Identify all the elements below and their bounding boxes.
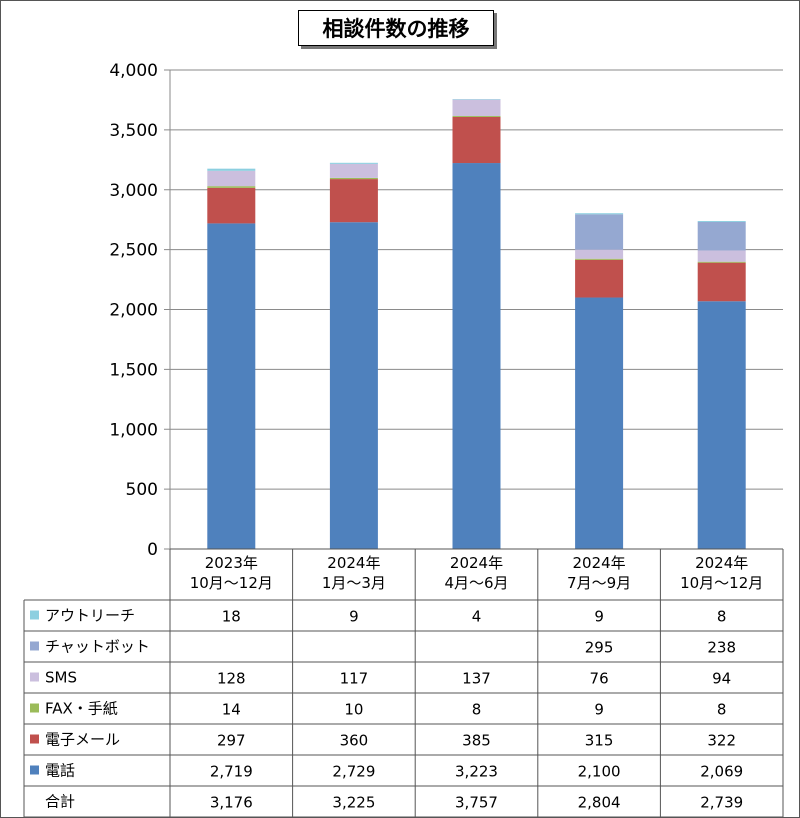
legend-label: FAX・手紙 — [45, 700, 118, 718]
data-label: 117 — [340, 670, 369, 688]
data-label: 94 — [712, 670, 731, 688]
y-tick-label: 3,000 — [109, 181, 158, 201]
y-tick-label: 500 — [126, 480, 158, 500]
x-category-label: 2024年 — [450, 554, 503, 572]
y-tick-label: 3,500 — [109, 121, 158, 141]
bar-segment — [329, 179, 378, 223]
bar-segment — [452, 99, 501, 116]
legend-swatch — [30, 610, 39, 620]
data-label: 128 — [217, 670, 246, 688]
data-label: 360 — [340, 732, 369, 750]
bar-segment — [452, 116, 501, 164]
data-label: 8 — [717, 701, 727, 719]
y-tick-label: 2,500 — [109, 241, 158, 261]
bar-segment — [697, 261, 746, 263]
y-tick-label: 4,000 — [109, 61, 158, 81]
data-label: 2,729 — [332, 763, 375, 781]
bar-segment — [697, 221, 746, 222]
data-label: 8 — [472, 701, 482, 719]
data-label: 76 — [590, 670, 609, 688]
data-label: 18 — [222, 608, 241, 626]
x-category-label: 4月～6月 — [444, 574, 508, 592]
data-label: 8 — [717, 608, 727, 626]
data-label: 322 — [707, 732, 736, 750]
y-tick-label: 2,000 — [109, 301, 158, 321]
chart-title: 相談件数の推移 — [298, 10, 494, 46]
y-tick-label: 1,000 — [109, 420, 158, 440]
bar-segment — [452, 115, 501, 117]
bar-segment — [329, 162, 378, 164]
legend-label: SMS — [45, 669, 77, 687]
bar-segment — [697, 221, 746, 251]
bar-segment — [575, 297, 624, 549]
total-value: 3,225 — [332, 794, 375, 812]
bar-segment — [575, 258, 624, 260]
x-category-label: 1月～3月 — [322, 574, 386, 592]
data-label: 4 — [472, 608, 482, 626]
data-label: 10 — [344, 701, 363, 719]
total-value: 3,176 — [210, 794, 253, 812]
data-label: 2,719 — [210, 763, 253, 781]
total-value: 2,804 — [578, 794, 621, 812]
bar-segment — [697, 301, 746, 549]
bar-segment — [207, 187, 256, 224]
bar-segment — [329, 163, 378, 178]
data-label: 9 — [594, 608, 604, 626]
bar-segment — [329, 177, 378, 180]
x-category-label: 2024年 — [573, 554, 626, 572]
data-label: 315 — [585, 732, 614, 750]
legend-swatch — [30, 672, 39, 682]
legend-label: チャットボット — [45, 638, 150, 656]
data-label: 9 — [594, 701, 604, 719]
data-table: 2023年 10月～12月 2024年 1月～3月 2024年 4月～6月 2024年 7月～… — [23, 548, 784, 818]
total-value: 2,739 — [700, 794, 743, 812]
bar-segment — [697, 262, 746, 302]
bar-segment — [697, 250, 746, 262]
bars — [207, 99, 746, 549]
legend-swatch — [30, 734, 39, 744]
bar-segment — [452, 163, 501, 549]
y-axis: 0 500 1,000 1,500 2,000 2,500 3,000 3,500 4,000 — [109, 61, 171, 560]
legend-label: 電子メール — [45, 731, 120, 749]
bar-segment — [207, 168, 256, 171]
data-label: 9 — [349, 608, 359, 626]
bar-segment — [575, 259, 624, 298]
data-label: 297 — [217, 732, 246, 750]
x-category-label: 2024年 — [695, 554, 748, 572]
legend-swatch — [30, 703, 39, 713]
data-label: 2,100 — [578, 763, 621, 781]
bar-segment — [207, 223, 256, 549]
legend-swatch — [30, 765, 39, 775]
data-label: 3,223 — [455, 763, 498, 781]
legend-label: 電話 — [45, 762, 75, 780]
x-category-label: 2023年 — [205, 554, 258, 572]
y-tick-label: 0 — [147, 540, 158, 560]
bar-segment — [329, 222, 378, 549]
x-category-label: 10月～12月 — [190, 574, 273, 592]
y-tick-label: 1,500 — [109, 360, 158, 380]
x-category-label: 10月～12月 — [680, 574, 763, 592]
data-label: 14 — [222, 701, 241, 719]
data-label: 2,069 — [700, 763, 743, 781]
data-label: 238 — [707, 639, 736, 657]
total-value: 3,757 — [455, 794, 498, 812]
data-label: 137 — [462, 670, 491, 688]
bar-segment — [575, 213, 624, 215]
bar-segment — [575, 249, 624, 259]
bar-segment — [207, 186, 256, 188]
legend-label: アウトリーチ — [45, 607, 135, 625]
bar-segment — [575, 214, 624, 250]
legend-swatch — [30, 641, 39, 651]
total-label: 合計 — [45, 793, 75, 811]
x-category-label: 2024年 — [327, 554, 380, 572]
data-label: 295 — [585, 639, 614, 657]
bar-segment — [452, 99, 501, 100]
bar-segment — [207, 170, 256, 187]
data-label: 385 — [462, 732, 491, 750]
x-category-label: 7月～9月 — [567, 574, 631, 592]
